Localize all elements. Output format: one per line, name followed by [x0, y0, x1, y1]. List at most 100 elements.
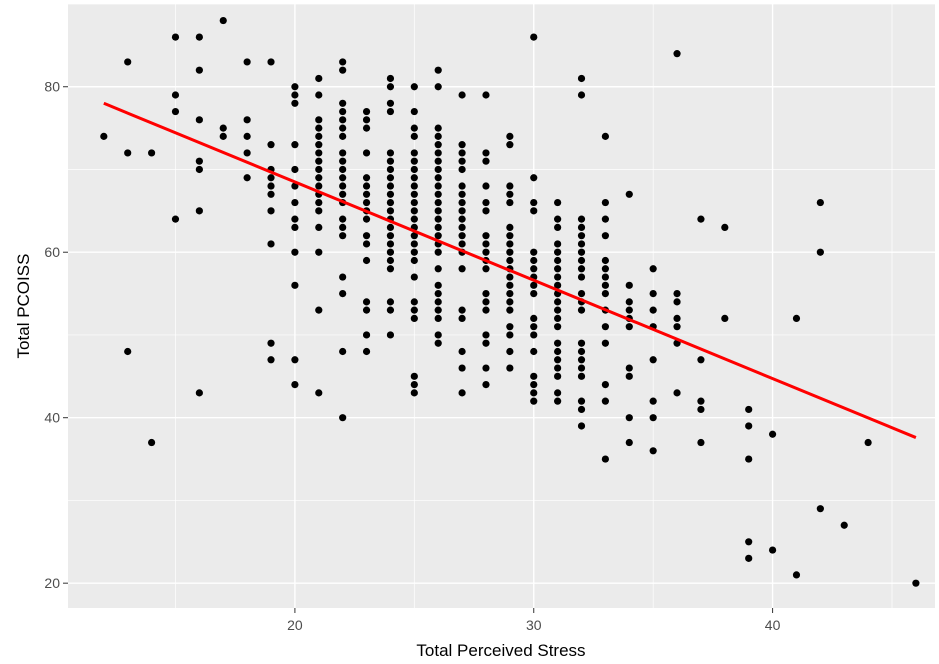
data-point	[506, 240, 514, 248]
data-point	[697, 405, 705, 414]
x-axis-ticks: 20 30 40	[287, 608, 781, 633]
data-point	[554, 323, 562, 331]
data-point	[434, 339, 442, 347]
data-point	[315, 182, 323, 190]
data-point	[697, 438, 705, 447]
data-point	[482, 331, 490, 339]
data-point	[697, 215, 705, 223]
data-point	[482, 306, 490, 314]
data-point	[577, 240, 586, 248]
data-point	[434, 190, 442, 198]
data-point	[243, 174, 251, 182]
data-point	[291, 223, 299, 231]
data-point	[386, 223, 395, 231]
data-point	[243, 149, 251, 157]
x-tick-label: 30	[526, 617, 542, 633]
data-point	[434, 165, 442, 174]
data-point	[864, 438, 872, 447]
data-point	[410, 174, 418, 182]
data-point	[315, 124, 323, 132]
data-point	[386, 198, 395, 207]
data-point	[386, 149, 395, 157]
data-point	[625, 414, 633, 422]
data-point	[530, 256, 538, 265]
data-point	[434, 289, 442, 298]
y-axis-ticks: 20 40 60 80	[44, 79, 68, 591]
data-point	[386, 240, 395, 248]
data-point	[601, 132, 609, 140]
data-point	[721, 223, 729, 231]
data-point	[339, 223, 347, 231]
data-point	[339, 165, 347, 174]
data-point	[530, 347, 538, 356]
data-point	[267, 190, 275, 198]
data-point	[458, 157, 466, 165]
data-point	[506, 248, 514, 256]
data-point	[482, 289, 490, 298]
data-point	[577, 339, 586, 347]
data-point	[362, 149, 371, 157]
data-point	[768, 546, 777, 554]
data-point	[697, 397, 705, 405]
data-point	[362, 174, 371, 182]
data-point	[530, 198, 538, 207]
data-point	[267, 174, 275, 182]
y-tick-label: 40	[44, 410, 60, 426]
data-point	[315, 306, 323, 314]
data-point	[530, 33, 538, 41]
data-point	[195, 207, 203, 215]
data-point	[171, 107, 180, 116]
data-point	[649, 306, 657, 314]
data-point	[601, 339, 609, 347]
data-point	[195, 33, 203, 41]
data-point	[434, 66, 442, 74]
grid-major	[68, 4, 935, 608]
data-point	[554, 273, 562, 281]
data-point	[362, 198, 371, 207]
data-point	[434, 207, 442, 215]
data-point	[482, 265, 490, 273]
data-point	[410, 273, 418, 281]
data-point	[458, 182, 466, 190]
data-point	[554, 372, 562, 380]
data-point	[171, 215, 180, 223]
data-point	[410, 232, 418, 240]
data-point	[721, 314, 729, 323]
data-point	[339, 232, 347, 240]
data-point	[410, 381, 418, 389]
data-point	[577, 372, 586, 380]
data-point	[339, 347, 347, 356]
data-point	[554, 265, 562, 273]
data-point	[219, 132, 227, 140]
data-point	[601, 323, 609, 331]
data-point	[410, 298, 418, 306]
data-point	[410, 107, 418, 116]
data-point	[482, 298, 490, 306]
data-point	[339, 289, 347, 298]
trend-line	[103, 101, 917, 439]
data-point	[315, 74, 323, 83]
data-point	[506, 132, 514, 140]
data-point	[792, 314, 801, 323]
data-point	[410, 240, 418, 248]
data-point	[530, 389, 538, 397]
data-point	[482, 339, 490, 347]
data-point	[506, 364, 514, 372]
data-point	[625, 323, 633, 331]
data-point	[506, 223, 514, 231]
data-point	[362, 107, 371, 116]
data-point	[386, 265, 395, 273]
data-point	[410, 256, 418, 265]
data-point	[625, 281, 633, 289]
grid-minor	[68, 3, 935, 608]
data-point	[386, 107, 395, 116]
data-point	[410, 198, 418, 207]
data-point	[745, 405, 753, 414]
data-point	[410, 149, 418, 157]
data-point	[601, 256, 609, 265]
data-point	[530, 397, 538, 405]
data-point	[506, 323, 514, 331]
data-point	[339, 116, 347, 124]
data-point	[339, 414, 347, 422]
data-point	[601, 215, 609, 223]
